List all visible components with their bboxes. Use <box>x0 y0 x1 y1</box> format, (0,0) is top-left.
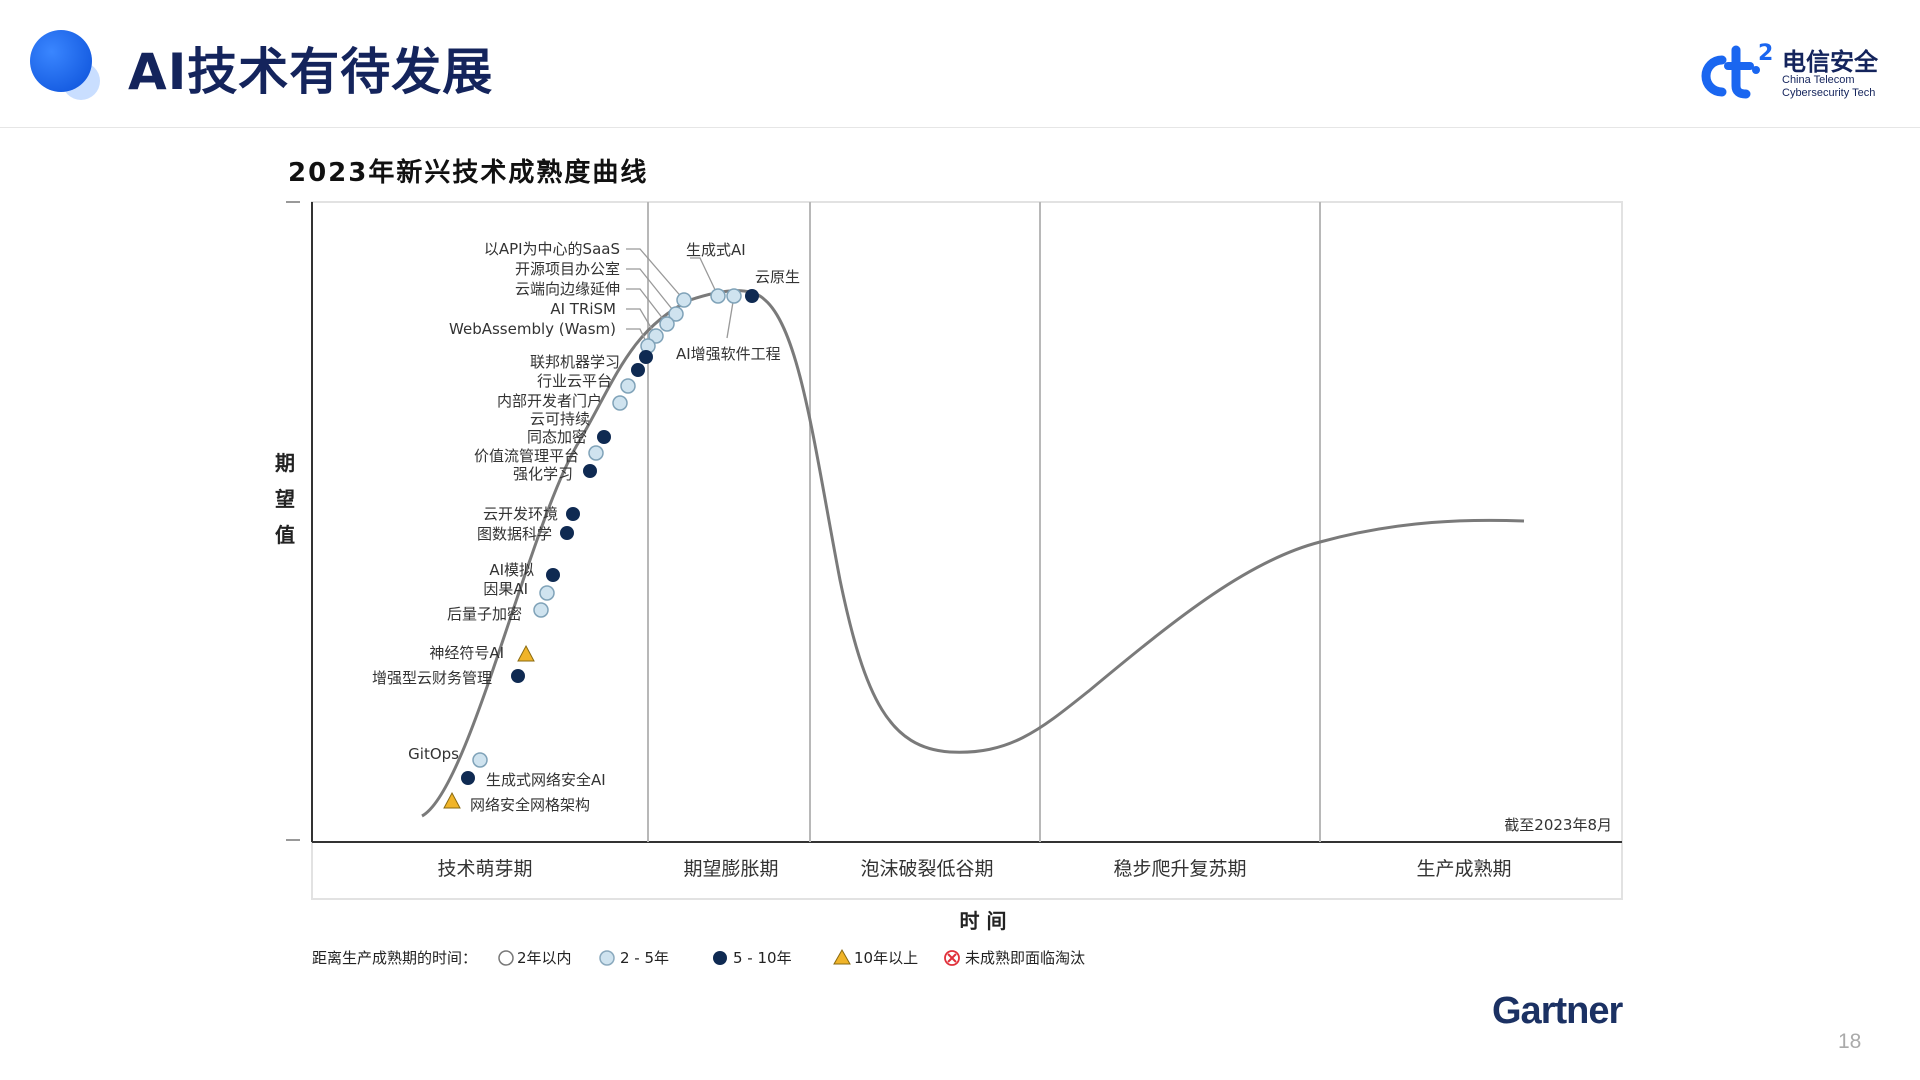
phase-label: 稳步爬升复苏期 <box>1113 858 1246 880</box>
phase-label: 期望膨胀期 <box>683 858 778 880</box>
phase-label: 泡沫破裂低谷期 <box>860 858 993 880</box>
leader-line <box>690 257 719 297</box>
tech-label: AI增强软件工程 <box>676 345 781 363</box>
tech-marker-light <box>539 585 555 601</box>
tech-label: 图数据科学 <box>477 525 552 543</box>
gartner-logo: Gartner <box>1492 990 1623 1032</box>
legend-label: 2 - 5年 <box>620 949 669 967</box>
tech-marker-triangle <box>443 791 461 809</box>
tech-label: 同态加密 <box>527 428 587 446</box>
svg-text:2: 2 <box>1758 41 1773 66</box>
leader-line <box>626 248 685 301</box>
tech-marker-dark <box>566 507 580 521</box>
tech-marker-light <box>472 752 488 768</box>
tech-label: 生成式AI <box>686 241 746 259</box>
logo-english-line-2: Cybersecurity Tech <box>1782 87 1876 99</box>
page-number: 18 <box>1838 1030 1862 1053</box>
tech-marker-dark <box>583 464 597 478</box>
tech-label: 云原生 <box>755 268 800 286</box>
tech-marker-light <box>710 288 726 304</box>
legend-label: 2年以内 <box>517 949 572 967</box>
x-axis-label: 时 间 <box>960 909 1007 933</box>
y-axis-label: 期 望 值 <box>275 451 295 547</box>
tech-marker-dark <box>745 289 759 303</box>
tech-marker-light <box>659 316 675 332</box>
tech-marker-light <box>726 288 742 304</box>
technology-markers <box>443 288 759 809</box>
ct2-logo-icon: 2 <box>1701 41 1773 99</box>
legend-marker-red-x-icon <box>944 950 960 966</box>
leader-line <box>626 308 657 337</box>
tech-label: 神经符号AI <box>429 644 504 662</box>
legend-prefix: 距离生产成熟期的时间： <box>312 949 477 967</box>
chart-title: 2023年新兴技术成熟度曲线 <box>288 158 649 188</box>
tech-label: 网络安全网格架构 <box>470 796 590 814</box>
leader-line <box>626 268 677 315</box>
logo-chinese-name: 电信安全 <box>1782 48 1878 76</box>
legend-marker-triangle <box>833 948 851 965</box>
tech-label: GitOps <box>408 745 459 763</box>
tech-marker-triangle <box>517 644 535 662</box>
legend: 距离生产成熟期的时间： 2年以内 2 - 5年 5 - 10年 10年以上 未成… <box>312 948 1085 967</box>
tech-marker-light <box>588 445 604 461</box>
tech-marker-light <box>668 306 684 322</box>
chart-frame <box>311 201 1623 900</box>
y-axis-label-char: 望 <box>275 487 295 511</box>
tech-marker-light <box>676 292 692 308</box>
header-decoration-circle <box>30 30 92 92</box>
hype-curve <box>421 289 1525 818</box>
y-axis-label-char: 值 <box>275 523 295 547</box>
legend-marker-light-circle <box>599 950 615 966</box>
tech-marker-dark <box>546 568 560 582</box>
tech-label: AI模拟 <box>489 561 534 579</box>
tech-marker-light <box>620 378 636 394</box>
tech-label: 开源项目办公室 <box>515 260 620 278</box>
page-title: AI技术有待发展 <box>128 43 494 101</box>
logo-english-line-1: China Telecom <box>1782 74 1855 86</box>
tech-label: 云开发环境 <box>483 505 558 523</box>
tech-marker-dark <box>560 526 574 540</box>
legend-label: 未成熟即面临淘汰 <box>965 949 1085 967</box>
tech-marker-dark <box>631 363 645 377</box>
tech-marker-light <box>533 602 549 618</box>
phase-label: 生产成熟期 <box>1416 858 1511 880</box>
legend-marker-hollow-circle <box>498 950 514 966</box>
tech-marker-dark <box>461 771 475 785</box>
as-of-note: 截至2023年8月 <box>1504 816 1612 834</box>
tech-marker-dark <box>639 350 653 364</box>
tech-label: 增强型云财务管理 <box>372 669 492 687</box>
tech-marker-light <box>612 395 628 411</box>
leader-line <box>626 288 668 325</box>
legend-label: 10年以上 <box>854 949 918 967</box>
y-axis-label-char: 期 <box>275 451 295 475</box>
tech-marker-dark <box>597 430 611 444</box>
tech-label: 因果AI <box>483 580 528 598</box>
tech-label: 生成式网络安全AI <box>486 771 606 789</box>
legend-marker-dark-circle <box>713 951 727 965</box>
phase-labels: 技术萌芽期 期望膨胀期 泡沫破裂低谷期 稳步爬升复苏期 生产成熟期 <box>437 858 1511 880</box>
phase-label: 技术萌芽期 <box>437 858 532 880</box>
tech-marker-dark <box>511 669 525 683</box>
tech-label: 强化学习 <box>513 465 573 483</box>
tech-label: 联邦机器学习 <box>530 353 620 371</box>
tech-label: 以API为中心的SaaS <box>484 240 620 258</box>
tech-label: 云可持续 <box>530 410 590 428</box>
legend-label: 5 - 10年 <box>733 949 792 967</box>
tech-label: 云端向边缘延伸 <box>515 280 620 298</box>
tech-label: AI TRiSM <box>550 300 616 318</box>
tech-label: WebAssembly (Wasm) <box>449 320 616 338</box>
tech-marker-light <box>648 328 664 344</box>
tech-label: 后量子加密 <box>447 605 522 623</box>
tech-label: 行业云平台 <box>537 372 612 390</box>
tech-label: 价值流管理平台 <box>474 447 579 465</box>
tech-label: 内部开发者门户 <box>497 392 602 410</box>
slide-header: AI技术有待发展 2 电信安全 China Telecom Cybersecur… <box>0 0 1920 128</box>
china-telecom-logo: 2 电信安全 China Telecom Cybersecurity Tech <box>1690 38 1895 104</box>
